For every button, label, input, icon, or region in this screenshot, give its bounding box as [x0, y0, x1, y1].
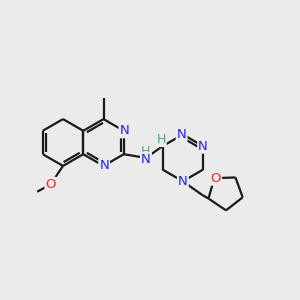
Text: N: N — [119, 124, 129, 137]
Text: O: O — [46, 178, 56, 191]
Text: N: N — [177, 128, 187, 141]
Text: O: O — [211, 172, 221, 185]
Text: N: N — [178, 175, 188, 188]
Text: N: N — [99, 159, 109, 172]
Text: N: N — [198, 140, 208, 153]
Text: H: H — [141, 145, 151, 158]
Text: N: N — [141, 153, 151, 166]
Text: H: H — [156, 133, 166, 146]
